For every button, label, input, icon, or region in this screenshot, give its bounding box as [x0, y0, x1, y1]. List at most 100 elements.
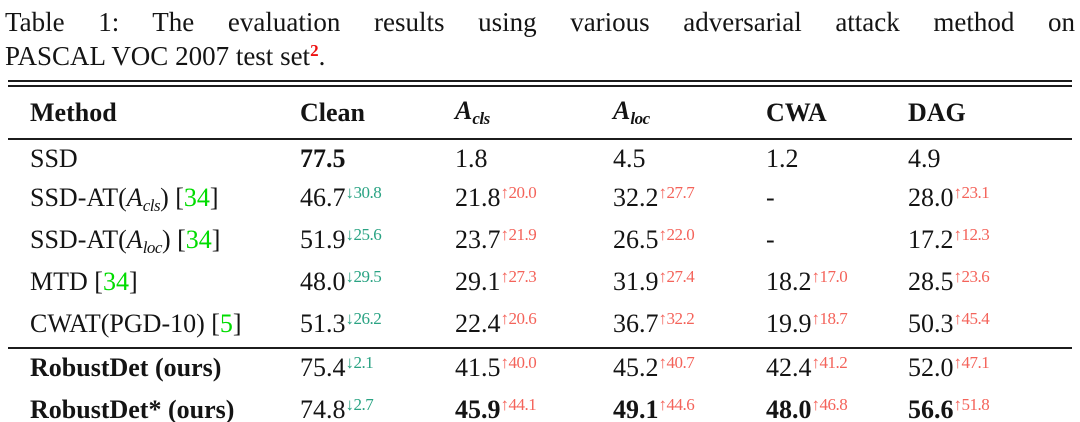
map-value: 31.9	[613, 267, 659, 296]
increase-indicator: ↑21.9	[500, 225, 537, 244]
increase-indicator: ↑47.1	[953, 353, 990, 372]
value-cell: 49.1↑44.6	[613, 391, 766, 422]
table-row: SSD-AT(Aloc) [34] 51.9↓25.6 23.7↑21.9 26.5↑…	[8, 221, 1072, 263]
footnote-link[interactable]: 2	[310, 41, 319, 60]
table-row: SSD 77.5 1.8 4.5 1.2 4.9	[8, 139, 1072, 179]
map-value: 46.7	[300, 183, 346, 212]
column-header-cwa: CWA	[766, 87, 908, 140]
column-header-method: Method	[8, 87, 300, 140]
map-value: 21.8	[455, 183, 501, 212]
map-value: 48.0	[766, 395, 812, 422]
value-cell: 18.2↑17.0	[766, 263, 908, 305]
map-value: -	[766, 183, 775, 212]
value-cell: 48.0↓29.5	[300, 263, 455, 305]
caption-line-2-text: PASCAL VOC 2007 test set	[5, 41, 311, 71]
value-cell: 36.7↑32.2	[613, 305, 766, 348]
method-cell: RobustDet* (ours)	[30, 395, 235, 422]
column-header-dag: DAG	[908, 87, 1072, 140]
increase-indicator: ↑20.6	[500, 309, 537, 328]
value-cell: 45.2↑40.7	[613, 347, 766, 391]
table-row: CWAT(PGD-10) [5] 51.3↓26.2 22.4↑20.6 36.7↑3…	[8, 305, 1072, 348]
map-value: 22.4	[455, 309, 501, 338]
increase-indicator: ↑45.4	[953, 309, 990, 328]
table-row: MTD [34] 48.0↓29.5 29.1↑27.3 31.9↑27.4 18.2↑…	[8, 263, 1072, 305]
increase-indicator: ↑27.4	[658, 267, 695, 286]
value-cell: 32.2↑27.7	[613, 179, 766, 221]
map-value: 56.6	[908, 395, 954, 422]
column-header-clean: Clean	[300, 87, 455, 140]
map-value: 74.8	[300, 395, 346, 422]
citation-link[interactable]: 34	[102, 267, 129, 296]
citation-link[interactable]: 5	[219, 309, 233, 338]
table-caption: Table 1: The evaluation results using va…	[0, 0, 1080, 77]
value-cell: 17.2↑12.3	[908, 221, 1072, 263]
map-value: 23.7	[455, 225, 501, 254]
math-symbol: A	[126, 183, 143, 212]
method-cell: MTD [34]	[30, 267, 138, 296]
map-value: 1.8	[455, 144, 488, 173]
column-header-acls: Acls	[455, 87, 613, 140]
value-cell: 45.9↑44.1	[455, 391, 613, 422]
method-cell: SSD-AT(Acls) [34]	[30, 183, 219, 215]
map-value: 51.9	[300, 225, 346, 254]
value-cell: 41.5↑40.0	[455, 347, 613, 391]
math-subscript: cls	[142, 196, 161, 215]
math-subscript: loc	[142, 238, 163, 257]
value-cell: 26.5↑22.0	[613, 221, 766, 263]
value-cell: 4.9	[908, 139, 1072, 179]
value-cell: -	[766, 179, 908, 221]
map-value: 29.1	[455, 267, 501, 296]
increase-indicator: ↑23.6	[953, 267, 990, 286]
value-cell: 21.8↑20.0	[455, 179, 613, 221]
increase-indicator: ↑41.2	[811, 353, 848, 372]
map-value: 26.5	[613, 225, 659, 254]
method-cell: SSD	[30, 144, 78, 173]
map-value: 50.3	[908, 309, 954, 338]
value-cell: 52.0↑47.1	[908, 347, 1072, 391]
map-value: 45.2	[613, 353, 659, 382]
increase-indicator: ↑22.0	[658, 225, 695, 244]
decrease-indicator: ↓30.8	[345, 183, 382, 202]
math-symbol: A	[455, 96, 473, 125]
caption-period: .	[318, 41, 326, 71]
method-cell: RobustDet (ours)	[8, 347, 300, 391]
value-cell: 28.5↑23.6	[908, 263, 1072, 305]
table-row: RobustDet* (ours) 74.8↓2.7 45.9↑44.1 49.1↑4…	[8, 391, 1072, 422]
value-cell: 50.3↑45.4	[908, 305, 1072, 348]
value-cell: 22.4↑20.6	[455, 305, 613, 348]
value-cell: 77.5	[300, 139, 455, 179]
math-symbol: A	[613, 96, 631, 125]
map-value: 32.2	[613, 183, 659, 212]
map-value: 48.0	[300, 267, 346, 296]
caption-line-2: PASCAL VOC 2007 test set2.	[5, 39, 1075, 77]
value-cell: 28.0↑23.1	[908, 179, 1072, 221]
map-value: 18.2	[766, 267, 812, 296]
increase-indicator: ↑20.0	[500, 183, 537, 202]
caption-line-1: Table 1: The evaluation results using va…	[5, 7, 1075, 37]
map-value: 19.9	[766, 309, 812, 338]
value-cell: 46.7↓30.8	[300, 179, 455, 221]
value-cell: 74.8↓2.7	[300, 391, 455, 422]
citation-link[interactable]: 34	[183, 183, 210, 212]
value-cell: 19.9↑18.7	[766, 305, 908, 348]
map-value: 41.5	[455, 353, 501, 382]
value-cell: 1.8	[455, 139, 613, 179]
citation-link[interactable]: 34	[185, 225, 212, 254]
map-value: 4.5	[613, 144, 646, 173]
map-value: 51.3	[300, 309, 346, 338]
map-value: 1.2	[766, 144, 799, 173]
map-value: 49.1	[613, 395, 659, 422]
table-top-double-rule	[8, 80, 1072, 87]
increase-indicator: ↑51.8	[953, 395, 990, 414]
increase-indicator: ↑17.0	[811, 267, 848, 286]
increase-indicator: ↑27.3	[500, 267, 537, 286]
value-cell: 75.4↓2.1	[300, 347, 455, 391]
increase-indicator: ↑44.1	[500, 395, 537, 414]
value-cell: 48.0↑46.8	[766, 391, 908, 422]
increase-indicator: ↑27.7	[658, 183, 695, 202]
increase-indicator: ↑44.6	[658, 395, 695, 414]
column-header-aloc: Aloc	[613, 87, 766, 140]
map-value: 52.0	[908, 353, 954, 382]
value-cell: 1.2	[766, 139, 908, 179]
map-value: 28.0	[908, 183, 954, 212]
